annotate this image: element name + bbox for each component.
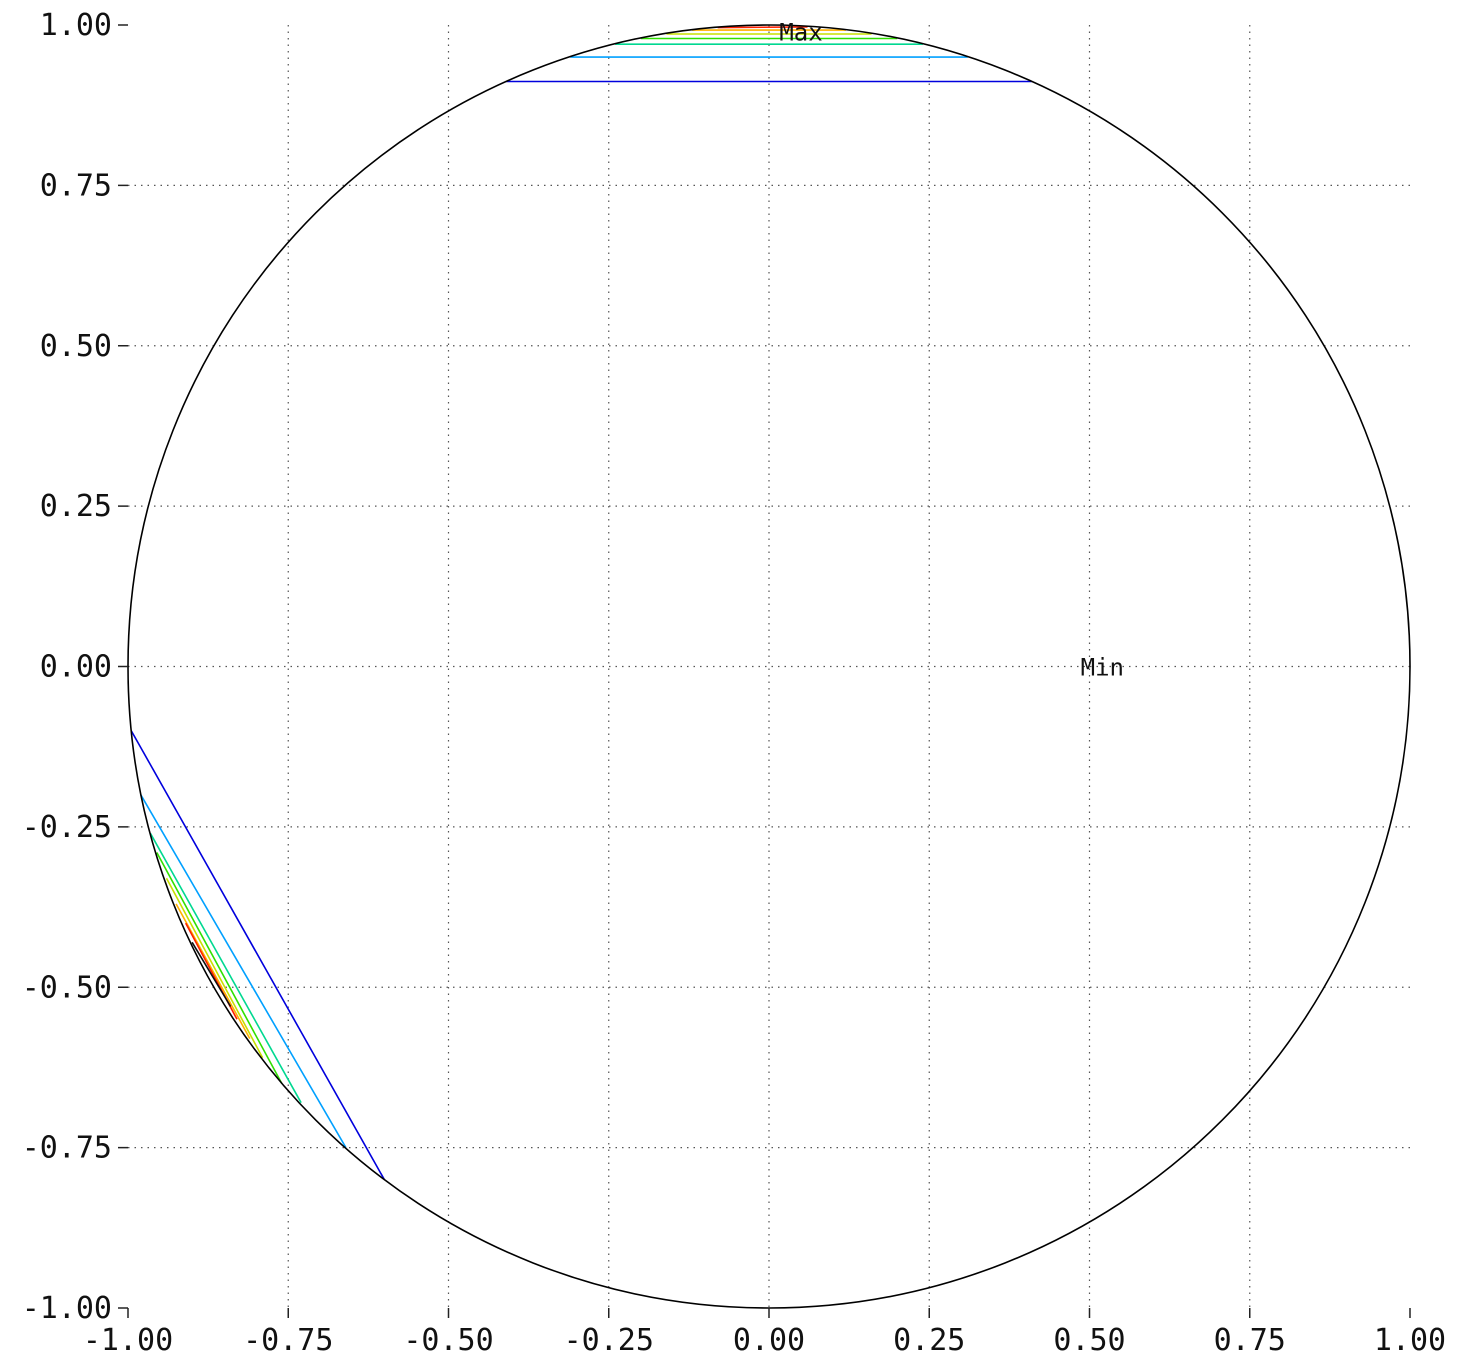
contour-line <box>717 26 808 29</box>
y-tick-label: -1.00 <box>22 1291 112 1326</box>
contour-line <box>165 877 264 1059</box>
y-tick-label: 0.75 <box>40 168 112 203</box>
annotation-min: Min <box>1081 654 1124 682</box>
y-tick-label: 0.50 <box>40 329 112 364</box>
contour-lines <box>130 26 1032 1181</box>
contour-line <box>175 903 251 1039</box>
contour-line <box>191 941 232 1007</box>
annotation-max: Max <box>779 18 822 46</box>
y-tick-label: -0.25 <box>22 810 112 845</box>
x-tick-label: -0.25 <box>564 1323 654 1358</box>
x-tick-label: 0.50 <box>1053 1323 1125 1358</box>
y-tick-label: -0.50 <box>22 970 112 1005</box>
x-tick-label: 0.75 <box>1214 1323 1286 1358</box>
contour-line <box>140 794 347 1149</box>
boundary-circle-outline <box>127 24 1411 1309</box>
contour-line <box>130 730 386 1181</box>
annotations: Max Min <box>779 18 1124 681</box>
grid-lines <box>128 25 1410 1308</box>
y-tick-label: -0.75 <box>22 1131 112 1166</box>
contour-line <box>149 832 302 1104</box>
x-tick-label: -0.50 <box>403 1323 493 1358</box>
contour-line <box>156 852 283 1084</box>
tick-labels: -1.00 -0.75 -0.50 -0.25 0.00 0.25 0.50 0.75 1.00… <box>22 8 1446 1358</box>
y-tick-label: 0.00 <box>40 650 112 685</box>
y-tick-label: 0.25 <box>40 489 112 524</box>
y-tick-label: 1.00 <box>40 8 112 43</box>
axes <box>118 24 1411 1318</box>
x-tick-label: 1.00 <box>1374 1323 1446 1358</box>
x-tick-label: 0.25 <box>893 1323 965 1358</box>
x-tick-label: 0.00 <box>733 1323 805 1358</box>
x-tick-label: -1.00 <box>83 1323 173 1358</box>
boundary-circle <box>127 24 1411 1309</box>
x-tick-label: -0.75 <box>243 1323 333 1358</box>
